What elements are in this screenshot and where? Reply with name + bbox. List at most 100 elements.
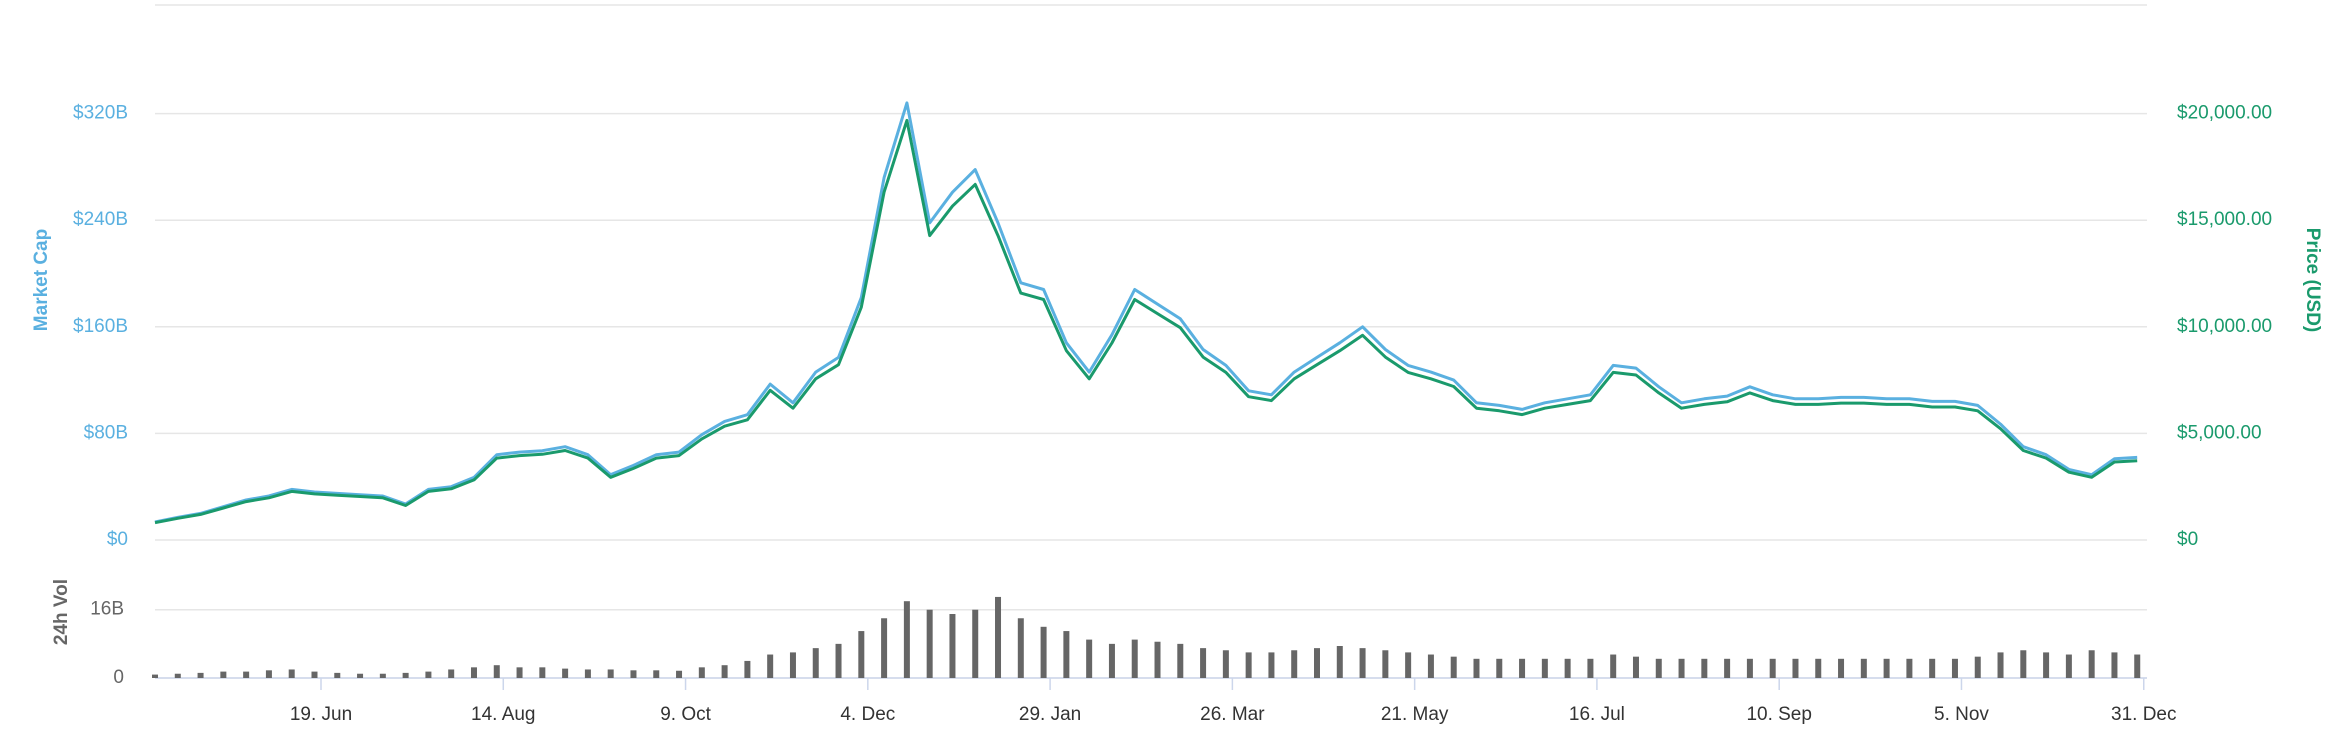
- volume-bar: [1997, 652, 2004, 678]
- volume-bar: [379, 673, 386, 678]
- volume-bar: [1291, 650, 1298, 678]
- yticks-label: $0: [107, 529, 128, 550]
- volume-bar: [402, 672, 409, 678]
- volume-bar: [1838, 658, 1845, 678]
- volume-bar: [197, 672, 204, 678]
- volume-bar: [607, 669, 614, 678]
- volume-bar: [2134, 654, 2141, 678]
- volume-bar: [1541, 658, 1548, 678]
- series-line: [154, 101, 2138, 524]
- volume-bar: [1382, 650, 1389, 678]
- volume-bar: [174, 673, 181, 678]
- x-tick-label: 21. May: [1381, 704, 1449, 725]
- volume-bar: [2043, 652, 2050, 678]
- volume-bar: [949, 614, 956, 678]
- volume-bar: [243, 671, 250, 678]
- volume-bar: [1450, 656, 1457, 678]
- volume-bar: [562, 668, 569, 678]
- volume-bar: [903, 601, 910, 678]
- volume-bar: [1587, 658, 1594, 678]
- yticks-label: 16B: [90, 599, 124, 620]
- volume-bar: [1086, 639, 1093, 678]
- volume-bar: [1268, 652, 1275, 678]
- volume-bar: [1701, 658, 1708, 678]
- volume-bar: [1496, 658, 1503, 678]
- volume-bar: [1427, 654, 1434, 678]
- x-tick-label: 4. Dec: [840, 704, 895, 725]
- y2ticks-label: $5,000.00: [2177, 422, 2262, 443]
- x-tick-label: 29. Jan: [1019, 704, 1081, 725]
- volume-bar: [1405, 652, 1412, 678]
- volume-bar: [1724, 658, 1731, 678]
- volume-bar: [470, 667, 477, 678]
- volume-bar: [1860, 658, 1867, 678]
- x-tick-label: 10. Sep: [1746, 704, 1812, 725]
- volume-bar: [676, 670, 683, 678]
- volume-bar: [265, 670, 272, 678]
- volume-bar: [584, 669, 591, 678]
- volume-bar: [2020, 650, 2027, 678]
- volume-bar: [1815, 658, 1822, 678]
- volume-axis-title: 24h Vol: [51, 579, 72, 645]
- volume-bar: [1359, 648, 1366, 678]
- volume-bar: [1974, 656, 1981, 678]
- volume-bar: [1769, 658, 1776, 678]
- y2ticks-label: $0: [2177, 529, 2198, 550]
- x-tick-label: 31. Dec: [2111, 704, 2176, 725]
- volume-bar: [1200, 648, 1207, 678]
- volume-bar: [1906, 658, 1913, 678]
- volume-bar: [539, 667, 546, 678]
- volume-bar: [995, 596, 1002, 678]
- volume-bar: [881, 618, 888, 678]
- volume-bar: [789, 652, 796, 678]
- yticks-label: $320B: [73, 103, 128, 124]
- volume-bar: [2088, 650, 2095, 678]
- volume-bar: [2111, 652, 2118, 678]
- volume-bar: [1040, 626, 1047, 678]
- volume-bar: [334, 672, 341, 678]
- volume-bar: [516, 667, 523, 678]
- volume-bar: [448, 669, 455, 678]
- volume-bar: [1154, 641, 1161, 678]
- volume-bar: [1883, 658, 1890, 678]
- yticks-label: $80B: [84, 422, 128, 443]
- volume-bar: [1678, 658, 1685, 678]
- volume-bar: [1017, 618, 1024, 678]
- volume-bar: [1655, 658, 1662, 678]
- volume-bar: [744, 660, 751, 678]
- volume-bar: [1473, 658, 1480, 678]
- volume-bar: [425, 671, 432, 678]
- y2-axis-title: Price (USD): [2302, 228, 2323, 333]
- volume-bar: [721, 665, 728, 678]
- volume-bar: [1519, 658, 1526, 678]
- volume-bar: [1336, 646, 1343, 678]
- volume-bar: [1564, 658, 1571, 678]
- x-tick-label: 9. Oct: [660, 704, 711, 725]
- x-tick-label: 14. Aug: [471, 704, 535, 725]
- volume-bar: [1632, 656, 1639, 678]
- y2ticks-label: $10,000.00: [2177, 316, 2272, 337]
- volume-bar: [972, 609, 979, 678]
- volume-bar: [1245, 652, 1252, 678]
- volume-bar: [1610, 654, 1617, 678]
- volume-bar: [288, 669, 295, 678]
- volume-bar: [493, 665, 500, 678]
- x-tick-label: 16. Jul: [1569, 704, 1625, 725]
- y-axis-title: Market Cap: [31, 229, 52, 331]
- volume-bar: [1929, 658, 1936, 678]
- volume-bar: [698, 667, 705, 678]
- volume-bar: [1222, 650, 1229, 678]
- volume-bar: [1792, 658, 1799, 678]
- volume-bar: [1131, 639, 1138, 678]
- volume-bar: [926, 609, 933, 678]
- volume-bar: [2065, 654, 2072, 678]
- volume-bar: [220, 671, 227, 678]
- volume-bar: [858, 631, 865, 678]
- volume-bar: [767, 654, 774, 678]
- volume-bar: [1951, 658, 1958, 678]
- volume-bar: [653, 670, 660, 678]
- x-tick-label: 26. Mar: [1200, 704, 1265, 725]
- x-tick-label: 5. Nov: [1934, 704, 1989, 725]
- volume-bar: [835, 643, 842, 678]
